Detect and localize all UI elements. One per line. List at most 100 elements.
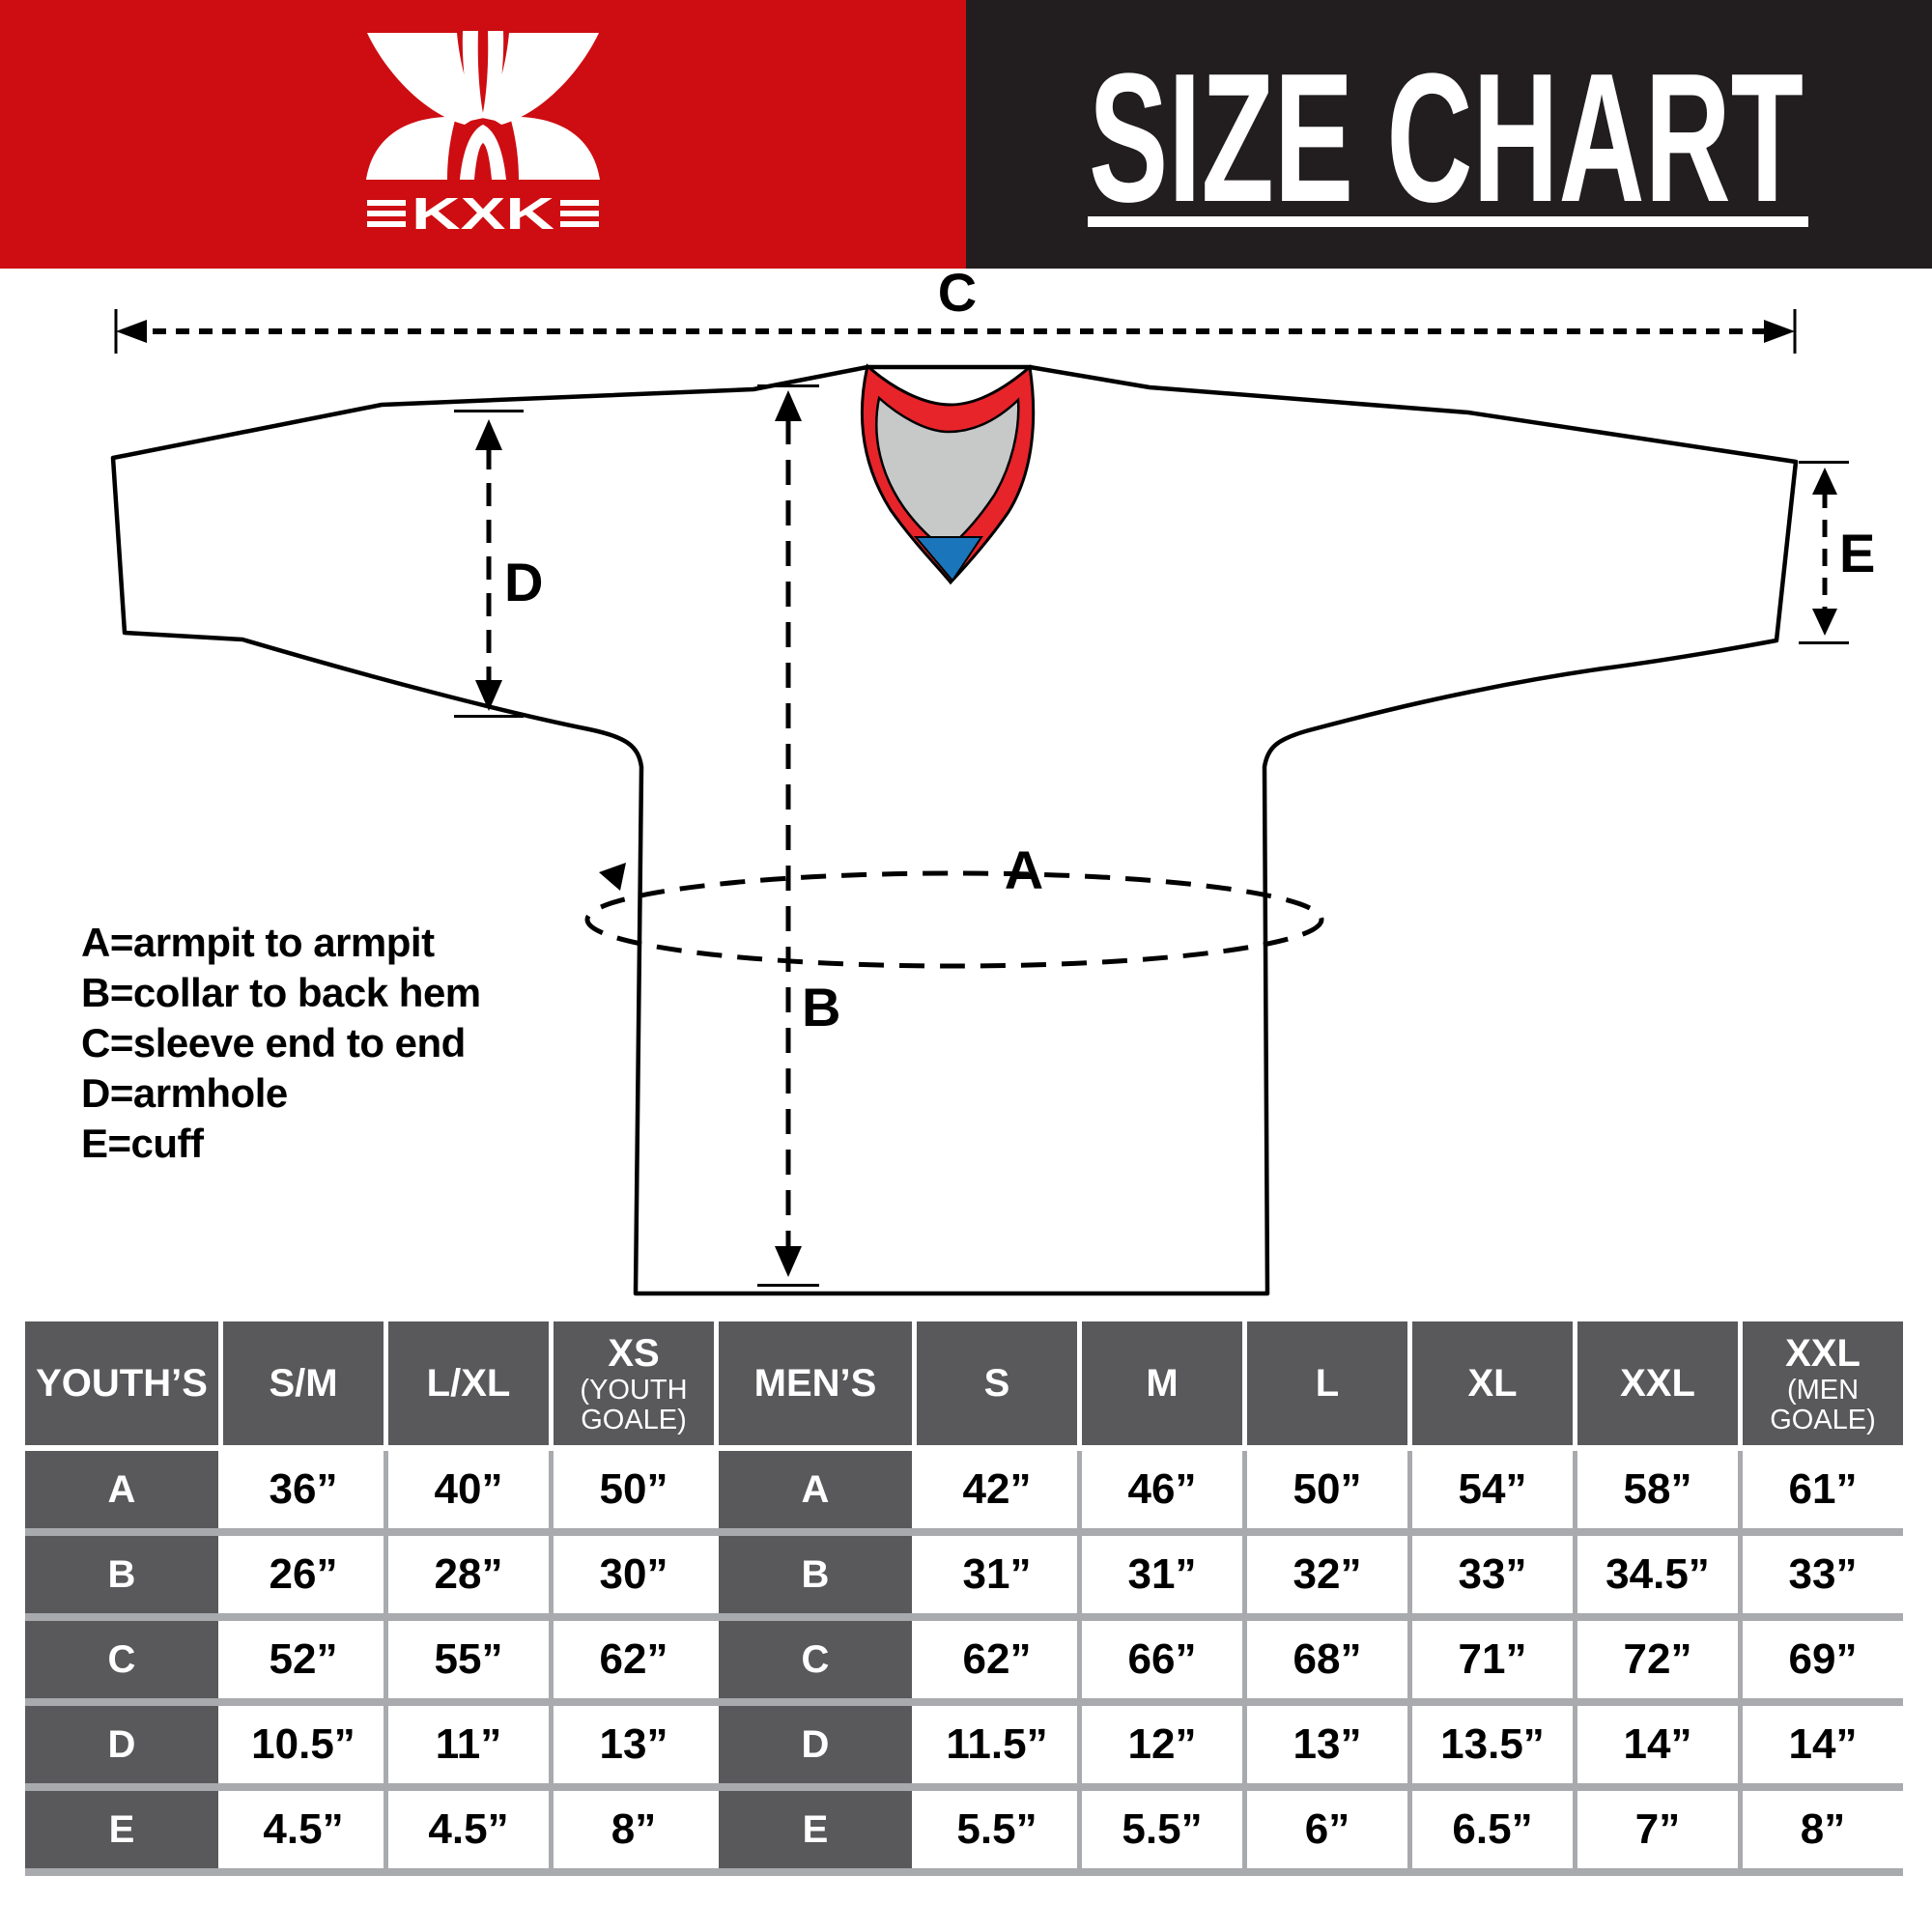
row-divider: [25, 1698, 1903, 1706]
size-value-cell: 72”: [1577, 1621, 1738, 1698]
size-value-cell: 68”: [1247, 1621, 1407, 1698]
label-a: A: [1005, 839, 1043, 900]
collar-inner: [875, 395, 1020, 553]
size-value-cell: 33”: [1743, 1536, 1903, 1613]
youth-values-group: 4.5” 4.5” 8”: [223, 1791, 714, 1868]
title-graphic: SIZE CHART: [1088, 36, 1808, 241]
size-value-cell: 8”: [554, 1791, 714, 1868]
measure-label-cell: D: [719, 1706, 912, 1783]
legend-item-b: B=collar to back hem: [81, 970, 481, 1015]
title-underline: [1088, 216, 1808, 227]
size-value-cell: 66”: [1082, 1621, 1242, 1698]
men-values-group: 62” 66” 68” 71” 72” 69”: [917, 1621, 1903, 1698]
size-value-cell: 7”: [1577, 1791, 1738, 1868]
header-cell-youths: YOUTH’S: [25, 1321, 218, 1445]
size-value-cell: 50”: [1247, 1451, 1407, 1528]
measure-label-cell: B: [25, 1536, 218, 1613]
youth-values-group: 10.5” 11” 13”: [223, 1706, 714, 1783]
header-cell: XL: [1412, 1321, 1573, 1445]
page-title: SIZE CHART: [1089, 36, 1804, 241]
jersey-outline: [110, 364, 1799, 1296]
arrow-b-icon: [757, 384, 819, 1287]
size-value-cell: 4.5”: [223, 1791, 384, 1868]
measure-label-cell: E: [25, 1791, 218, 1868]
size-value-cell: 36”: [223, 1451, 384, 1528]
header-label: MEN’S: [753, 1361, 877, 1405]
size-value-cell: 55”: [388, 1621, 549, 1698]
header-cell: S: [917, 1321, 1077, 1445]
measure-label-cell: A: [25, 1451, 218, 1528]
men-values-group: 31” 31” 32” 33” 34.5” 33”: [917, 1536, 1903, 1613]
measurement-legend: A=armpit to armpit B=collar to back hem …: [81, 918, 481, 1169]
measure-label-cell: A: [719, 1451, 912, 1528]
size-value-cell: 5.5”: [1082, 1791, 1242, 1868]
row-divider: [25, 1783, 1903, 1791]
header-label: S/M: [269, 1361, 338, 1405]
header-cell: S/M: [223, 1321, 384, 1445]
table-row-a: A 36” 40” 50” A 42” 46” 50” 54” 58” 61”: [25, 1451, 1903, 1528]
header-cell: XS (YOUTH GOALE): [554, 1321, 714, 1445]
header-cell: L: [1247, 1321, 1407, 1445]
size-value-cell: 46”: [1082, 1451, 1242, 1528]
header-label: S: [983, 1361, 1010, 1405]
table-row-d: D 10.5” 11” 13” D 11.5” 12” 13” 13.5” 14…: [25, 1706, 1903, 1783]
youth-header-group: S/M L/XL XS (YOUTH GOALE): [223, 1321, 714, 1445]
legend-item-c: C=sleeve end to end: [81, 1020, 466, 1065]
measure-label-cell: C: [719, 1621, 912, 1698]
table-bottom-border: [25, 1868, 1903, 1876]
label-d: D: [504, 552, 543, 612]
youth-values-group: 26” 28” 30”: [223, 1536, 714, 1613]
arrow-a-icon: [584, 863, 1324, 969]
size-value-cell: 71”: [1412, 1621, 1573, 1698]
collar-insert-blue: [913, 536, 983, 582]
men-header-group: S M L XL XXL XXL (MEN GOALE): [917, 1321, 1903, 1445]
size-value-cell: 61”: [1743, 1451, 1903, 1528]
size-value-cell: 31”: [917, 1536, 1077, 1613]
table-header-row: YOUTH’S S/M L/XL XS (YOUTH GOALE) MEN’S S…: [25, 1321, 1903, 1445]
size-value-cell: 13”: [554, 1706, 714, 1783]
size-value-cell: 69”: [1743, 1621, 1903, 1698]
legend-item-a: A=armpit to armpit: [81, 920, 435, 965]
table-row-e: E 4.5” 4.5” 8” E 5.5” 5.5” 6” 6.5” 7” 8”: [25, 1791, 1903, 1868]
size-value-cell: 32”: [1247, 1536, 1407, 1613]
measure-label-cell: D: [25, 1706, 218, 1783]
arrow-c-icon: [114, 309, 1797, 354]
arrow-e-icon: [1799, 461, 1849, 644]
brand-panel: KXK: [0, 0, 966, 269]
title-panel: SIZE CHART: [966, 0, 1932, 269]
size-value-cell: 13.5”: [1412, 1706, 1573, 1783]
men-values-group: 11.5” 12” 13” 13.5” 14” 14”: [917, 1706, 1903, 1783]
size-value-cell: 8”: [1743, 1791, 1903, 1868]
header-sublabel: (MEN GOALE): [1770, 1374, 1876, 1435]
measure-label-cell: B: [719, 1536, 912, 1613]
size-value-cell: 11”: [388, 1706, 549, 1783]
size-value-cell: 42”: [917, 1451, 1077, 1528]
size-value-cell: 6”: [1247, 1791, 1407, 1868]
header-label: XXL: [1785, 1331, 1861, 1375]
legend-item-d: D=armhole: [81, 1070, 288, 1116]
size-value-cell: 14”: [1577, 1706, 1738, 1783]
size-value-cell: 10.5”: [223, 1706, 384, 1783]
measure-label-cell: C: [25, 1621, 218, 1698]
label-c: C: [938, 262, 977, 323]
header-cell: M: [1082, 1321, 1242, 1445]
logo-dome-left-icon: [366, 117, 456, 180]
youth-values-group: 36” 40” 50”: [223, 1451, 714, 1528]
logo-strip-right-icon: [482, 31, 504, 121]
header-label: L/XL: [426, 1361, 511, 1405]
header-cell: XXL (MEN GOALE): [1743, 1321, 1903, 1445]
header-label: XS: [608, 1331, 660, 1375]
size-value-cell: 33”: [1412, 1536, 1573, 1613]
header-label: YOUTH’S: [36, 1361, 208, 1405]
logo-dome-right-icon: [510, 117, 600, 180]
size-value-cell: 31”: [1082, 1536, 1242, 1613]
header-label: XL: [1467, 1361, 1518, 1405]
size-value-cell: 13”: [1247, 1706, 1407, 1783]
label-e: E: [1839, 523, 1875, 583]
size-value-cell: 28”: [388, 1536, 549, 1613]
label-b: B: [802, 977, 840, 1037]
measure-label-cell: E: [719, 1791, 912, 1868]
size-value-cell: 11.5”: [917, 1706, 1077, 1783]
header-label: XXL: [1620, 1361, 1695, 1405]
